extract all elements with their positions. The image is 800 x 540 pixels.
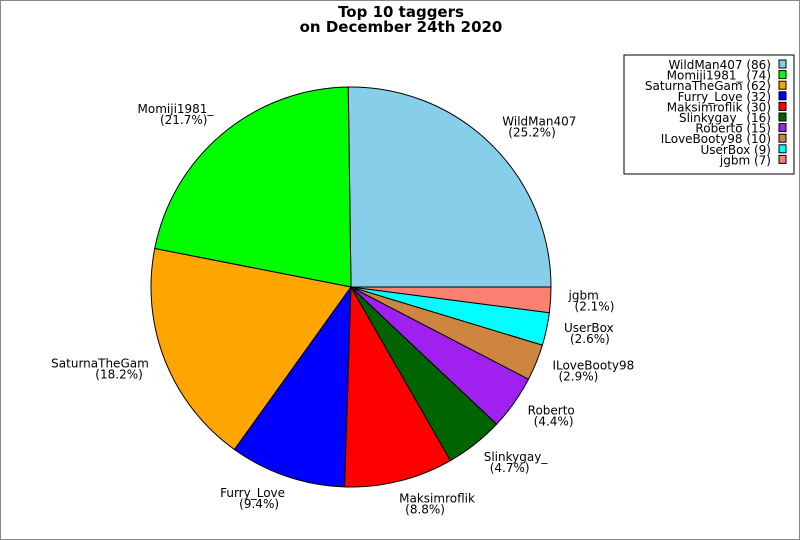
slice-label-percent: (21.7%): [160, 113, 207, 127]
legend-label: Maksimroflik (30): [667, 100, 771, 114]
legend-swatch: [778, 144, 787, 154]
slice-label-percent: (8.8%): [405, 502, 445, 516]
legend-entry: SaturnaTheGam (62): [645, 79, 787, 93]
legend-entry: Roberto (15): [695, 122, 787, 136]
pie-slice-SaturnaTheGam: [150, 247, 352, 451]
pie-slice-jgbm: [350, 286, 552, 314]
legend-label: jgbm (7): [719, 153, 771, 167]
legend-label: ILoveBooty98 (10): [661, 132, 771, 146]
slice-label-name: Momiji1981_: [138, 102, 215, 116]
slice-label: jgbm(2.1%): [568, 288, 615, 313]
legend-swatch: [778, 80, 787, 90]
legend-box: [623, 54, 795, 175]
slice-label-percent: (9.4%): [239, 497, 279, 511]
legend-entry: jgbm (7): [719, 153, 787, 167]
slice-label: Maksimroflik(8.8%): [399, 491, 475, 516]
slice-label: UserBox(2.6%): [564, 321, 614, 346]
pie-slice-Maksimroflik: [344, 285, 452, 488]
legend-swatch: [778, 59, 787, 69]
slice-label-name: WildMan407: [502, 115, 576, 129]
legend-swatch: [778, 123, 787, 133]
slice-label-percent: (18.2%): [95, 368, 142, 382]
pie-slice-Momiji1981_: [154, 86, 352, 288]
legend-swatch: [778, 70, 787, 80]
slice-label-percent: (4.7%): [490, 461, 530, 475]
slice-label-percent: (2.1%): [575, 299, 615, 313]
legend-label: WildMan407 (86): [668, 58, 771, 72]
slice-label: Momiji1981_(21.7%): [138, 102, 215, 127]
slice-label-name: Roberto: [528, 404, 575, 418]
legend-entry: WildMan407 (86): [668, 58, 787, 72]
slice-label-percent: (4.4%): [534, 415, 574, 429]
legend-swatch: [778, 112, 787, 122]
legend-entry: Momiji1981_ (74): [667, 69, 787, 83]
legend-swatch: [778, 91, 787, 101]
legend-label: UserBox (9): [701, 143, 771, 157]
legend-swatch: [778, 101, 787, 111]
slice-label: SaturnaTheGam(18.2%): [51, 357, 149, 382]
legend-label: SaturnaTheGam (62): [645, 79, 771, 93]
slice-label-percent: (2.9%): [558, 370, 598, 384]
slice-label-name: Slinkygay_: [484, 450, 549, 464]
legend-entry: UserBox (9): [701, 143, 787, 157]
pie-slice-WildMan407: [347, 86, 552, 288]
slice-label-name: Maksimroflik: [399, 491, 475, 505]
legend-label: Roberto (15): [695, 122, 771, 136]
legend-label: Furry_Love (32): [678, 90, 771, 104]
slice-label-percent: (25.2%): [508, 126, 555, 140]
chart-subtitle: on December 24th 2020: [300, 18, 503, 36]
slice-label-name: jgbm: [568, 288, 599, 302]
legend-entry: Slinkygay_ (16): [679, 111, 787, 125]
legend-entry: Maksimroflik (30): [667, 100, 787, 114]
slice-label: Roberto(4.4%): [528, 404, 575, 429]
slice-label: Furry_Love(9.4%): [220, 486, 285, 511]
legend-label: Momiji1981_ (74): [667, 69, 771, 83]
slice-label-name: SaturnaTheGam: [51, 357, 149, 371]
pie-slice-Furry_Love: [233, 285, 352, 488]
legend-label: Slinkygay_ (16): [679, 111, 771, 125]
slice-label: WildMan407(25.2%): [502, 115, 576, 140]
legend-swatch: [778, 133, 787, 143]
legend-entry: Furry_Love (32): [678, 90, 787, 104]
slice-label: ILoveBooty98(2.9%): [552, 359, 634, 384]
legend-entry: ILoveBooty98 (10): [661, 132, 787, 146]
legend-swatch: [778, 154, 787, 164]
chart-title: Top 10 taggers: [338, 3, 464, 21]
slice-label-name: Furry_Love: [220, 486, 285, 500]
slice-label-name: ILoveBooty98: [552, 359, 634, 373]
slice-label: Slinkygay_(4.7%): [484, 450, 549, 475]
slice-label-name: UserBox: [564, 321, 614, 335]
slice-label-percent: (2.6%): [570, 332, 610, 346]
